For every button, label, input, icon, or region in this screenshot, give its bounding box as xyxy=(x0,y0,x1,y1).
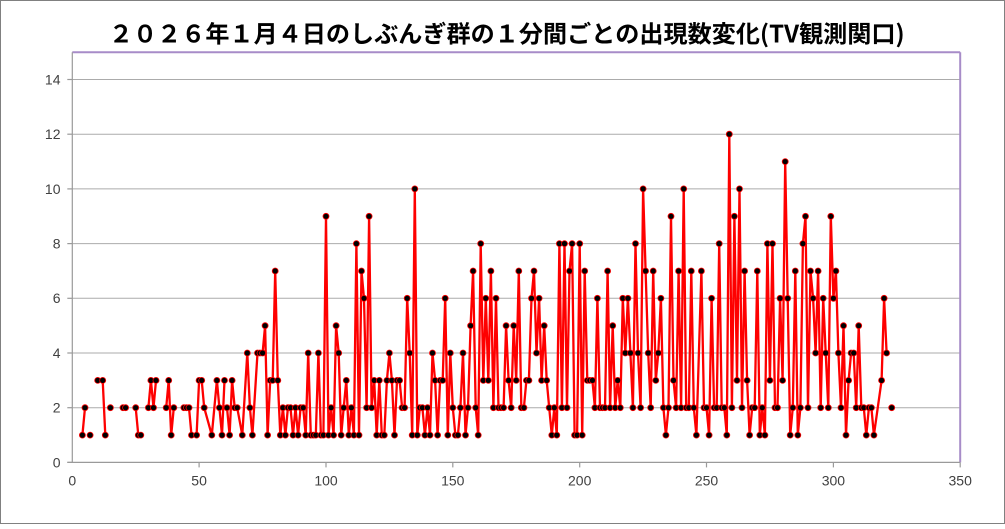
svg-text:2: 2 xyxy=(53,400,61,416)
svg-text:150: 150 xyxy=(441,473,465,489)
svg-text:12: 12 xyxy=(45,126,61,142)
svg-text:200: 200 xyxy=(568,473,592,489)
svg-text:0: 0 xyxy=(68,473,76,489)
svg-text:8: 8 xyxy=(53,236,61,252)
svg-text:6: 6 xyxy=(53,290,61,306)
svg-text:250: 250 xyxy=(695,473,719,489)
svg-text:10: 10 xyxy=(45,181,61,197)
svg-text:300: 300 xyxy=(822,473,846,489)
svg-text:4: 4 xyxy=(53,345,61,361)
svg-text:0: 0 xyxy=(53,454,61,470)
svg-text:50: 50 xyxy=(191,473,207,489)
svg-text:14: 14 xyxy=(45,71,61,87)
svg-text:350: 350 xyxy=(949,473,973,489)
svg-text:100: 100 xyxy=(314,473,338,489)
